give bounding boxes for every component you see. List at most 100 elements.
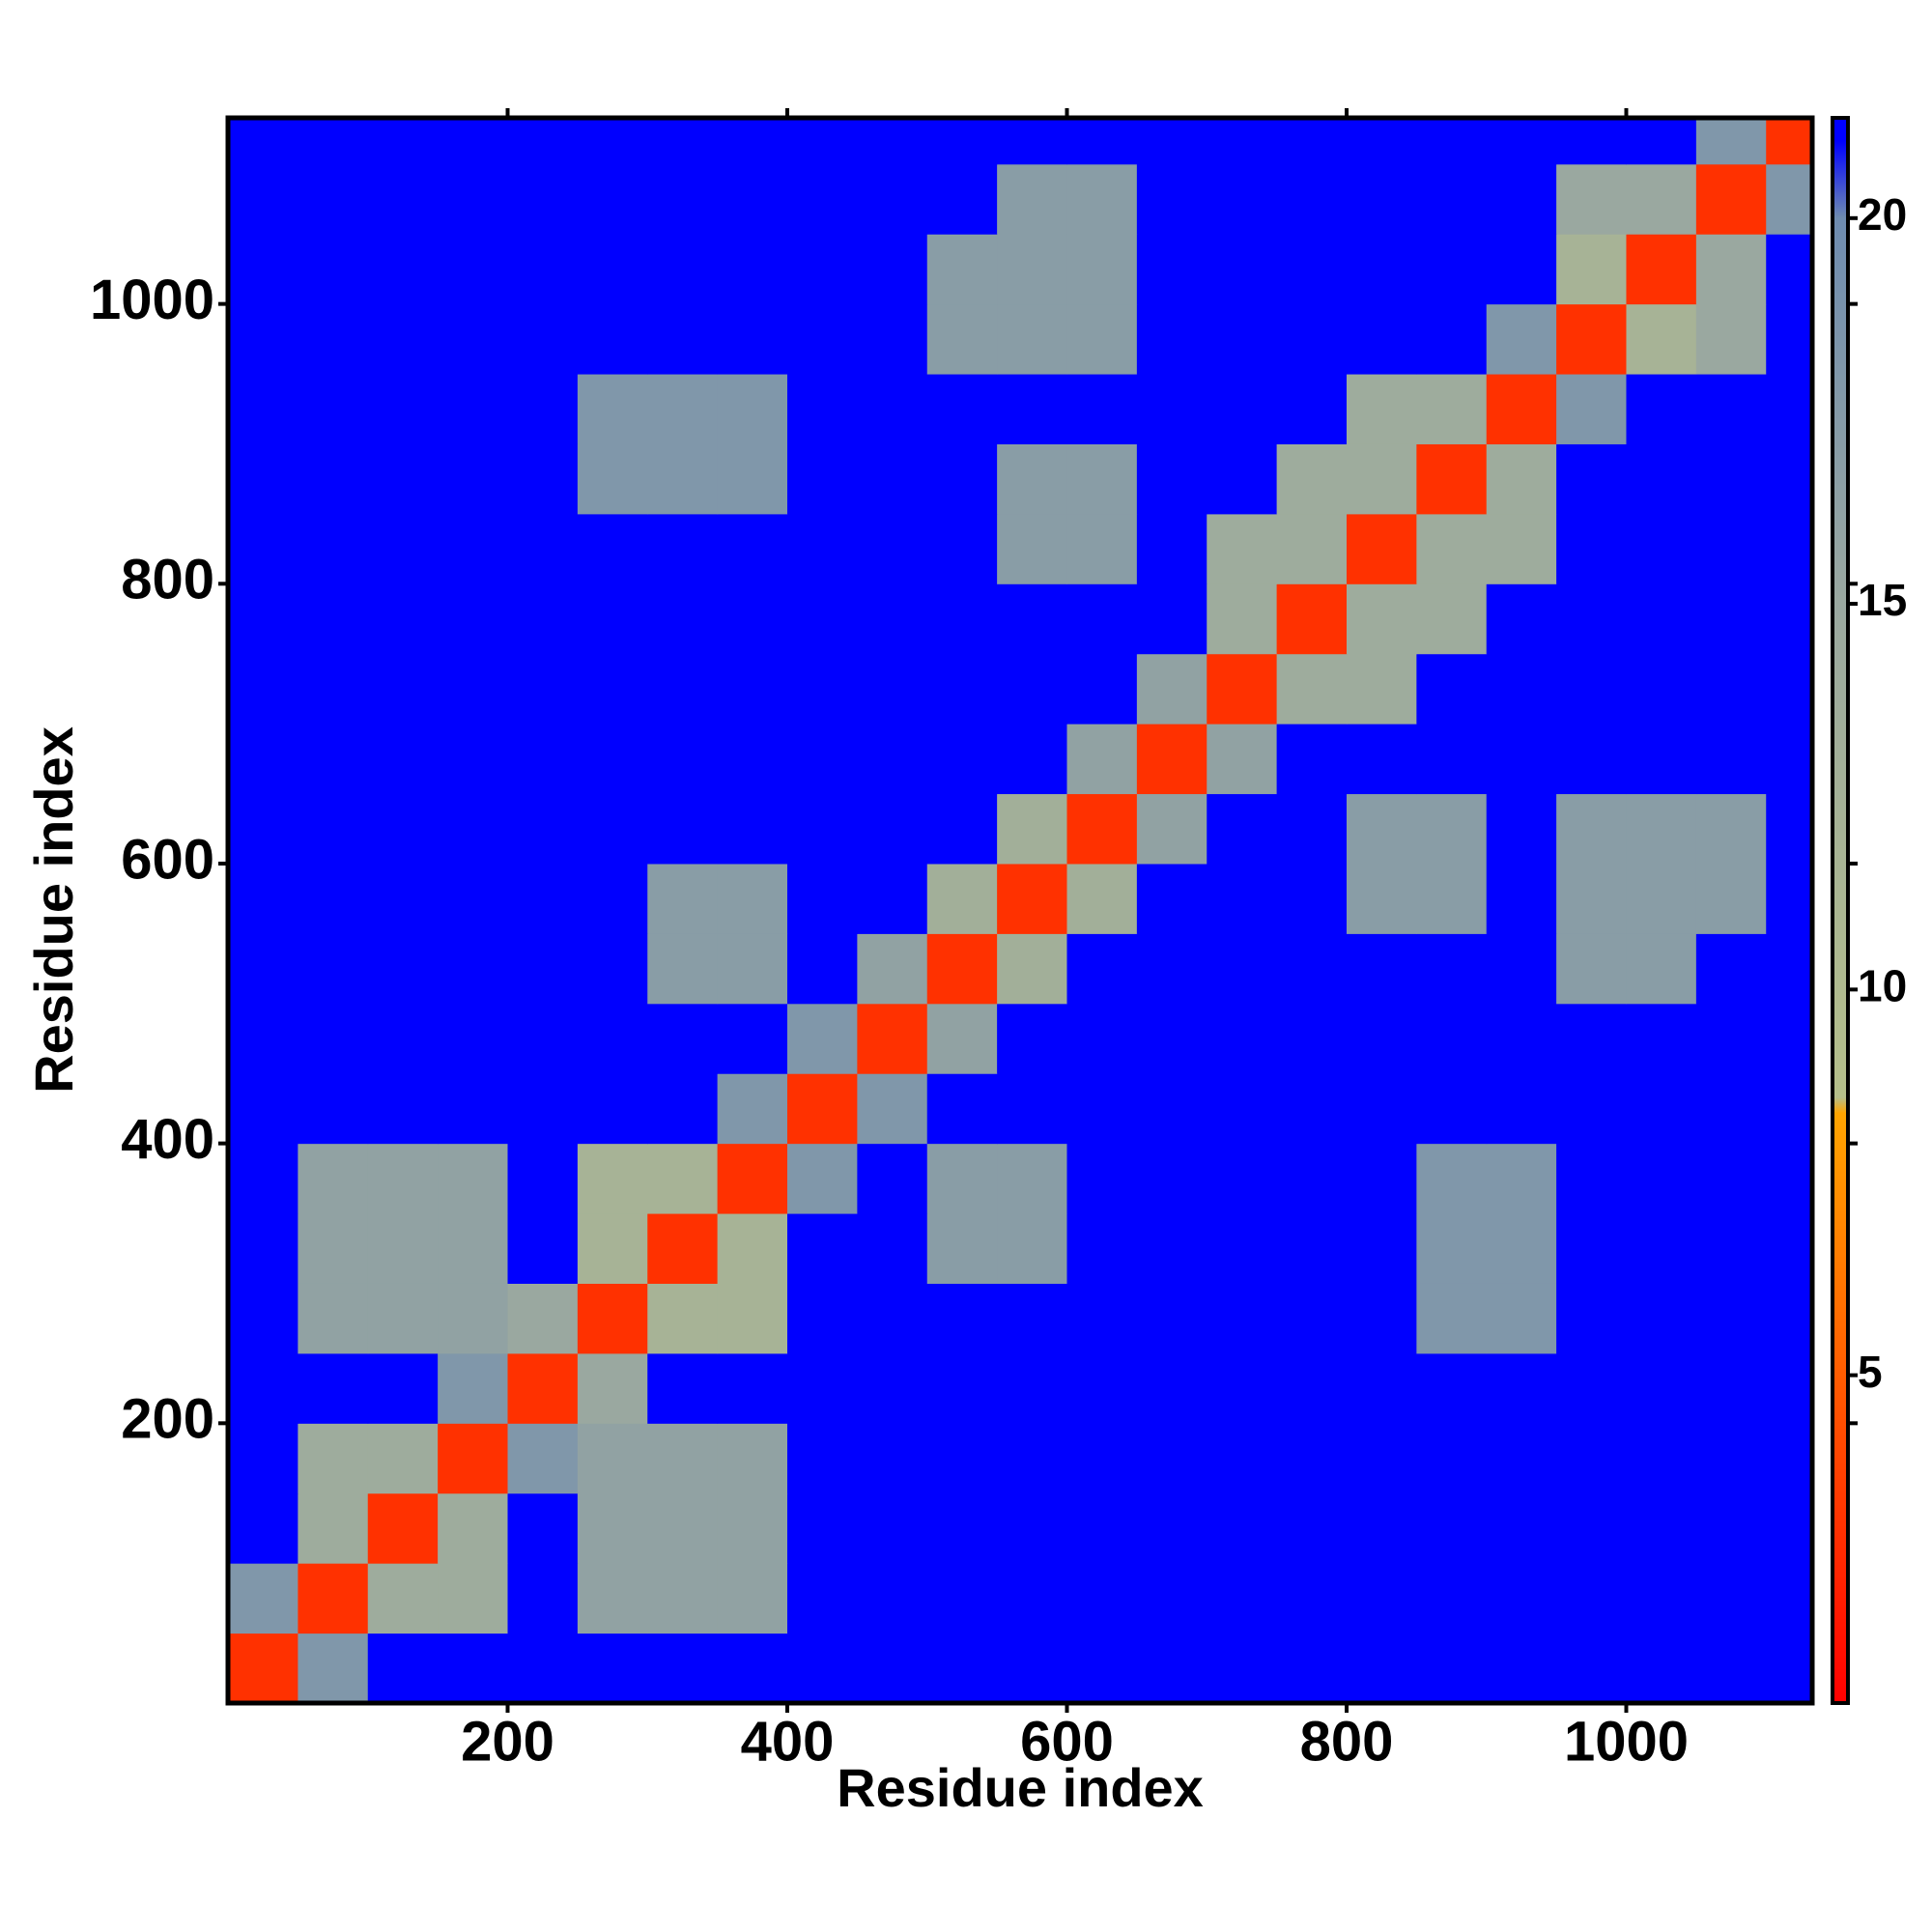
heatmap-cell xyxy=(1626,1633,1697,1703)
heatmap-cell xyxy=(717,513,788,584)
heatmap-cell xyxy=(1276,513,1348,584)
heatmap-cell xyxy=(857,1003,928,1074)
heatmap-cell xyxy=(1766,513,1812,584)
heatmap-cell xyxy=(367,513,439,584)
heatmap-cell xyxy=(1486,793,1557,865)
heatmap-cell xyxy=(997,163,1067,235)
heatmap-cell xyxy=(1276,374,1348,444)
heatmap-cell xyxy=(1066,118,1138,165)
heatmap-cell xyxy=(507,1423,579,1494)
heatmap-cell xyxy=(1626,1143,1697,1214)
heatmap-cell xyxy=(1276,1003,1348,1074)
heatmap-cell xyxy=(786,1563,858,1634)
heatmap-cell xyxy=(786,583,858,655)
heatmap-cell xyxy=(228,1492,298,1564)
heatmap-cell xyxy=(228,1352,298,1424)
heatmap-cell xyxy=(1276,163,1348,235)
heatmap-cell xyxy=(1276,303,1348,375)
heatmap-cell xyxy=(367,1003,439,1074)
heatmap-cell xyxy=(786,234,858,305)
heatmap-cell xyxy=(1626,1563,1697,1634)
heatmap-cell xyxy=(1766,374,1812,444)
heatmap-cell xyxy=(1346,303,1417,375)
heatmap-cell xyxy=(1416,1352,1488,1424)
heatmap-cell xyxy=(1556,303,1627,375)
heatmap-cell xyxy=(1346,793,1417,865)
heatmap-cell xyxy=(507,863,579,934)
heatmap-cell xyxy=(857,234,928,305)
heatmap-cell xyxy=(1136,374,1208,444)
heatmap-cell xyxy=(857,303,928,375)
heatmap-cell xyxy=(577,863,648,934)
heatmap-cell xyxy=(1207,513,1278,584)
heatmap-cell xyxy=(1695,724,1767,795)
heatmap-cell xyxy=(1766,443,1812,515)
heatmap-cell xyxy=(1486,443,1557,515)
heatmap-cell xyxy=(228,234,298,305)
heatmap-cell xyxy=(367,1633,439,1703)
heatmap-cell xyxy=(1346,374,1417,444)
x-tick-label: 800 xyxy=(1300,1710,1394,1773)
heatmap-cell xyxy=(367,724,439,795)
heatmap-cell xyxy=(1066,653,1138,724)
heatmap-cell xyxy=(997,793,1067,865)
heatmap-cell xyxy=(717,1492,788,1564)
heatmap-cell xyxy=(717,1633,788,1703)
heatmap-cell xyxy=(1066,793,1138,865)
heatmap-cell xyxy=(1207,118,1278,165)
heatmap-cell xyxy=(1416,234,1488,305)
heatmap-cell xyxy=(1556,583,1627,655)
heatmap-cell xyxy=(1066,1213,1138,1284)
heatmap-cell xyxy=(786,374,858,444)
heatmap-cell xyxy=(228,1423,298,1494)
heatmap-cell xyxy=(1276,1423,1348,1494)
y-tick-label: 800 xyxy=(121,549,214,611)
heatmap-cell xyxy=(1766,933,1812,1005)
heatmap-cell xyxy=(1066,1073,1138,1145)
heatmap-cell xyxy=(1136,443,1208,515)
heatmap-cell xyxy=(1766,1143,1812,1214)
heatmap-cell xyxy=(1066,443,1138,515)
heatmap-cell xyxy=(647,1143,719,1214)
heatmap-cell xyxy=(367,1213,439,1284)
heatmap-cell xyxy=(926,163,998,235)
heatmap-cell xyxy=(1276,1283,1348,1354)
heatmap-cell xyxy=(997,724,1067,795)
heatmap-cell xyxy=(577,1073,648,1145)
heatmap-cell xyxy=(786,513,858,584)
heatmap-cell xyxy=(717,793,788,865)
heatmap-cell xyxy=(1346,163,1417,235)
colorbar-tick-label: 15 xyxy=(1858,575,1907,625)
heatmap-cell xyxy=(926,1352,998,1424)
heatmap-cell xyxy=(1346,863,1417,934)
heatmap-cell xyxy=(857,163,928,235)
heatmap-cell xyxy=(1346,1423,1417,1494)
heatmap-cell xyxy=(367,1283,439,1354)
heatmap-cell xyxy=(1136,583,1208,655)
heatmap-cell xyxy=(298,1283,369,1354)
heatmap-cell xyxy=(577,303,648,375)
heatmap-cell xyxy=(1556,1143,1627,1214)
heatmap-cell xyxy=(717,1143,788,1214)
heatmap-cell xyxy=(507,1563,579,1634)
heatmap-cell xyxy=(507,1492,579,1564)
heatmap-cell xyxy=(926,793,998,865)
heatmap-cell xyxy=(1276,583,1348,655)
heatmap-cell xyxy=(367,303,439,375)
heatmap-cell xyxy=(298,1423,369,1494)
heatmap-cell xyxy=(926,303,998,375)
heatmap-cell xyxy=(1136,1352,1208,1424)
heatmap-cell xyxy=(1486,1352,1557,1424)
heatmap-cell xyxy=(647,583,719,655)
heatmap-cell xyxy=(1766,163,1812,235)
heatmap-cell xyxy=(1346,1073,1417,1145)
heatmap-cell xyxy=(1486,118,1557,165)
heatmap-cell xyxy=(1626,374,1697,444)
heatmap-cell xyxy=(367,863,439,934)
heatmap-cell xyxy=(1066,513,1138,584)
heatmap-cell xyxy=(717,443,788,515)
heatmap-cell xyxy=(298,443,369,515)
heatmap-cell xyxy=(577,583,648,655)
heatmap-cell xyxy=(1626,1213,1697,1284)
heatmap-cell xyxy=(228,583,298,655)
